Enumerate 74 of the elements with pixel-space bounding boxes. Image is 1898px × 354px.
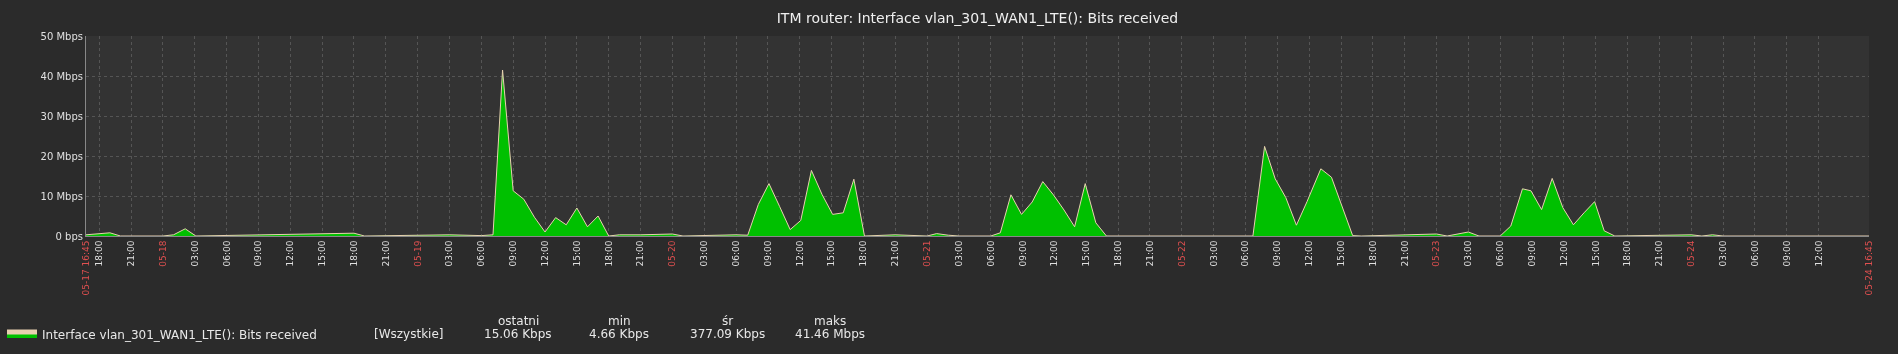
x-tick-label: 18:00 xyxy=(348,240,359,267)
text: 41.46 Mbps xyxy=(795,327,866,341)
x-tick-label: 05-22 xyxy=(1176,240,1187,267)
x-tick-label: 21:00 xyxy=(1144,240,1155,267)
x-tick-label: 09:00 xyxy=(1272,240,1283,267)
x-tick-label: 21:00 xyxy=(1399,240,1410,267)
y-tick-label: 30 Mbps xyxy=(40,110,83,122)
text: śr xyxy=(722,314,734,328)
x-tick-label: 18:00 xyxy=(603,240,614,267)
x-tick-label: 09:00 xyxy=(1526,240,1537,267)
x-tick-label: 05-19 xyxy=(412,240,423,267)
x-tick-label: 06:00 xyxy=(1495,240,1506,267)
text: min xyxy=(608,314,631,328)
x-tick-label: 06:00 xyxy=(476,240,487,267)
x-tick-label: 15:00 xyxy=(317,240,328,267)
x-tick-label: 15:00 xyxy=(1081,240,1092,267)
chart-title: ITM router: Interface vlan_301_WAN1_LTE(): Bits received xyxy=(776,9,1179,26)
x-tick-label: 06:00 xyxy=(730,240,741,267)
x-tick-label: 18:00 xyxy=(858,240,869,267)
x-tick-label: 05-23 xyxy=(1431,240,1442,267)
x-tick-label: 12:00 xyxy=(1304,240,1315,267)
x-tick-label: 12:00 xyxy=(1558,240,1569,267)
x-tick-label: 06:00 xyxy=(221,240,232,267)
x-tick-label: 03:00 xyxy=(1208,240,1219,267)
x-tick-label: 21:00 xyxy=(1654,240,1665,267)
x-tick-label: 05-20 xyxy=(667,240,678,267)
x-tick-label: 05-24 xyxy=(1686,240,1697,267)
x-tick-label: 15:00 xyxy=(1590,240,1601,267)
x-tick-label: 09:00 xyxy=(1781,240,1792,267)
x-tick-label: 03:00 xyxy=(953,240,964,267)
legend-label: Interface vlan_301_WAN1_LTE(): Bits received xyxy=(42,327,317,342)
text: maks xyxy=(814,314,847,328)
x-tick-label: 12:00 xyxy=(1049,240,1060,267)
x-tick-label: 09:00 xyxy=(508,240,519,267)
x-tick-label: 12:00 xyxy=(539,240,550,267)
x-tick-label: 15:00 xyxy=(826,240,837,267)
text: [Wszystkie] xyxy=(374,327,444,341)
y-tick-label: 40 Mbps xyxy=(40,70,83,82)
x-tick-label: 06:00 xyxy=(1749,240,1760,267)
text: 377.09 Kbps xyxy=(690,327,766,341)
text: 4.66 Kbps xyxy=(589,327,649,341)
x-tick-label: 12:00 xyxy=(794,240,805,267)
x-tick-label: 05-24 16:45 xyxy=(1863,240,1874,296)
x-tick-label: 03:00 xyxy=(1717,240,1728,267)
x-tick-label: 18:00 xyxy=(1622,240,1633,267)
x-tick-label: 15:00 xyxy=(1335,240,1346,267)
x-tick-label: 12:00 xyxy=(285,240,296,267)
x-tick-label: 21:00 xyxy=(890,240,901,267)
text: ostatni xyxy=(498,314,540,328)
y-tick-label: 10 Mbps xyxy=(40,190,83,202)
y-tick-label: 0 bps xyxy=(55,230,83,242)
x-tick-label: 21:00 xyxy=(635,240,646,267)
x-tick-label: 18:00 xyxy=(94,240,105,267)
x-tick-label: 21:00 xyxy=(126,240,137,267)
x-tick-label: 15:00 xyxy=(571,240,582,267)
text: 15.06 Kbps xyxy=(484,327,552,341)
x-tick-label: 03:00 xyxy=(189,240,200,267)
x-tick-label: 06:00 xyxy=(1240,240,1251,267)
x-tick-label: 18:00 xyxy=(1113,240,1124,267)
x-tick-label: 09:00 xyxy=(253,240,264,267)
x-tick-label: 03:00 xyxy=(1463,240,1474,267)
x-tick-label: 18:00 xyxy=(1367,240,1378,267)
x-tick-label: 05-17 16:45 xyxy=(80,240,91,296)
x-tick-label: 03:00 xyxy=(444,240,455,267)
y-tick-label: 20 Mbps xyxy=(40,150,83,162)
x-tick-label: 06:00 xyxy=(985,240,996,267)
x-tick-label: 09:00 xyxy=(1017,240,1028,267)
x-tick-label: 12:00 xyxy=(1813,240,1824,267)
y-tick-label: 50 Mbps xyxy=(40,30,83,42)
x-tick-label: 05-21 xyxy=(922,240,933,267)
x-tick-label: 21:00 xyxy=(380,240,391,267)
x-tick-label: 05-18 xyxy=(157,240,168,267)
x-tick-label: 03:00 xyxy=(699,240,710,267)
x-tick-label: 09:00 xyxy=(762,240,773,267)
